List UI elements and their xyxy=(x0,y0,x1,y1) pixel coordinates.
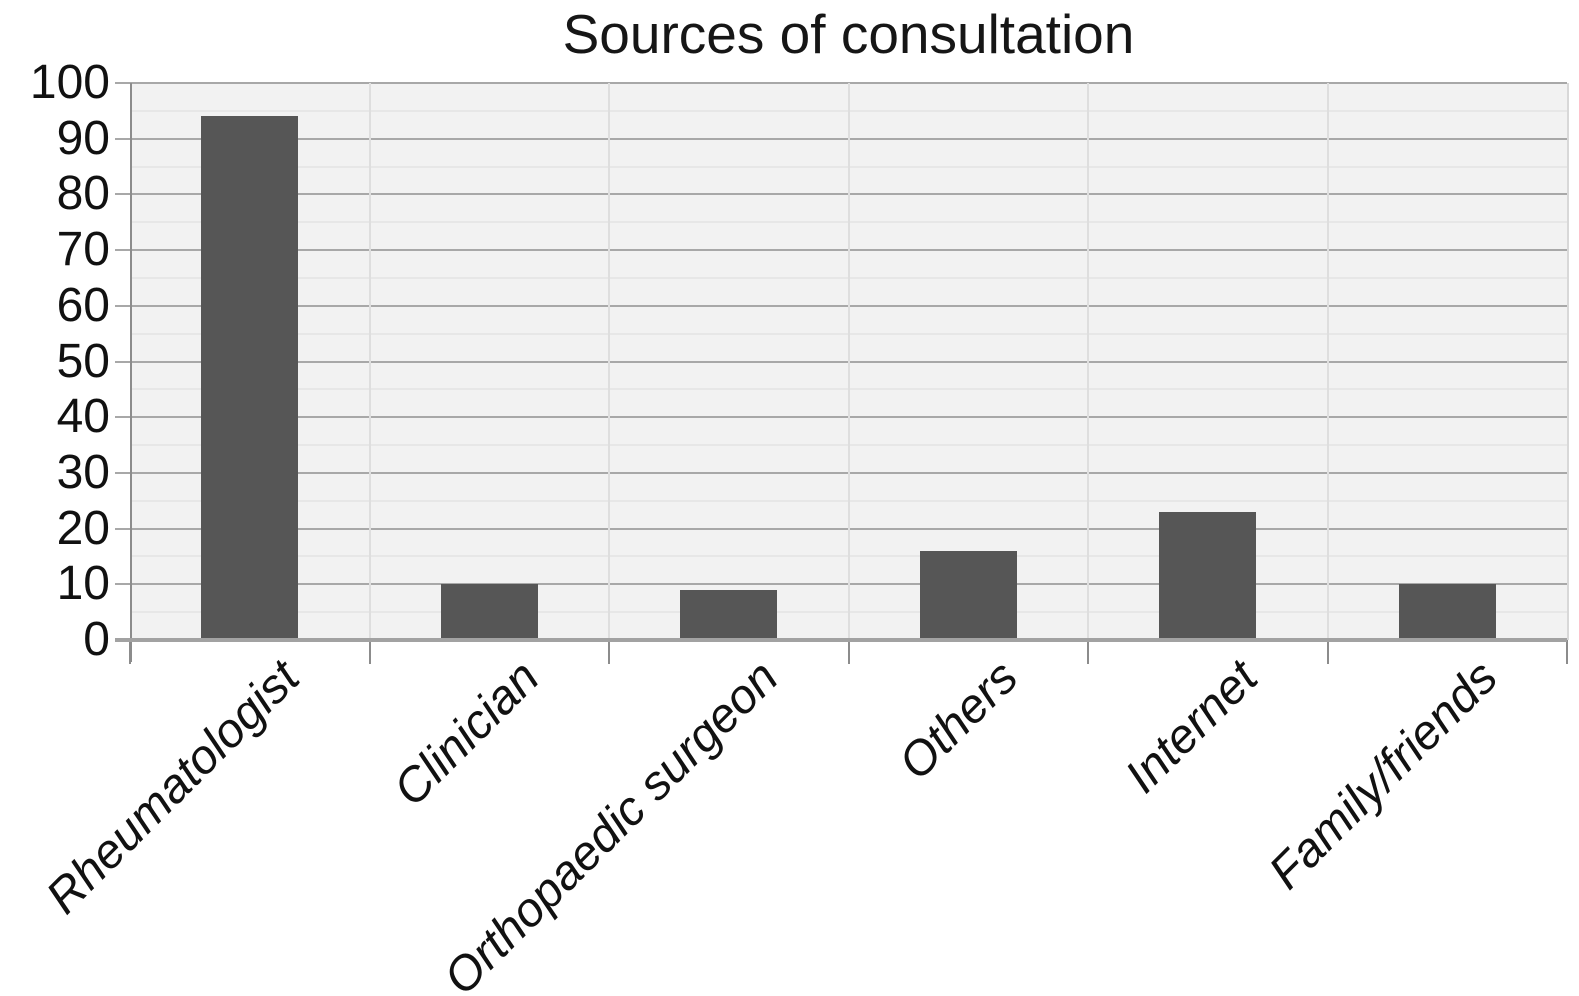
gridline-major xyxy=(115,193,1567,196)
bar xyxy=(1398,584,1496,640)
y-axis-line xyxy=(130,83,132,662)
category-separator-line xyxy=(1326,83,1329,640)
y-tick-label: 10 xyxy=(56,557,110,611)
gridline-major xyxy=(115,360,1567,363)
gridline-major xyxy=(115,527,1567,530)
chart-title: Sources of consultation xyxy=(562,3,1135,65)
category-separator-line xyxy=(368,83,371,640)
x-tick-label: Family/friends xyxy=(1258,650,1508,900)
x-axis-tick xyxy=(847,640,850,664)
y-tick-label: 30 xyxy=(56,445,110,499)
gridline-major xyxy=(115,82,1567,84)
y-tick-label: 100 xyxy=(29,56,110,109)
y-tick-label: 0 xyxy=(83,613,110,666)
bar xyxy=(1159,511,1257,640)
y-tick-label: 40 xyxy=(56,390,110,444)
gridline-major xyxy=(115,583,1567,586)
bar xyxy=(680,589,778,640)
category-separator-line xyxy=(608,83,610,640)
gridline-major xyxy=(115,304,1567,307)
y-tick-label: 70 xyxy=(56,223,110,277)
category-separator-line xyxy=(1087,83,1089,640)
bar xyxy=(440,584,538,640)
x-axis-tick xyxy=(368,640,371,664)
y-tick-label: 50 xyxy=(56,334,110,388)
x-axis-tick xyxy=(1326,640,1329,664)
x-tick-label: Clinician xyxy=(383,650,550,817)
gridline-major xyxy=(115,471,1567,474)
y-tick-label: 60 xyxy=(56,278,110,332)
x-axis-baseline xyxy=(115,638,1567,642)
bar xyxy=(201,116,299,640)
category-separator-line xyxy=(847,83,850,640)
y-tick-label: 20 xyxy=(56,501,110,555)
gridline-major xyxy=(115,416,1567,419)
x-tick-label: Internet xyxy=(1115,650,1268,804)
bar xyxy=(919,550,1017,640)
y-tick-label: 90 xyxy=(56,111,110,165)
x-tick-label: Rheumatologist xyxy=(36,650,310,925)
x-tick-label: Others xyxy=(889,650,1029,791)
gridline-major xyxy=(115,249,1567,252)
y-tick-label: 80 xyxy=(56,167,110,221)
x-axis-tick xyxy=(1566,640,1568,664)
gridline-major xyxy=(115,137,1567,140)
x-axis-tick xyxy=(1087,640,1089,664)
x-axis-tick xyxy=(129,640,131,664)
x-axis-tick xyxy=(608,640,610,664)
